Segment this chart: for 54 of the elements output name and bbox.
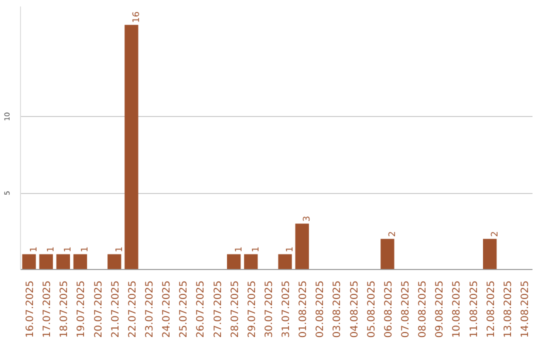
bar — [108, 254, 122, 270]
x-tick-label: 08.08.2025 — [418, 280, 429, 338]
data-label: 1 — [234, 246, 244, 252]
x-tick-label: 25.07.2025 — [178, 280, 190, 338]
x-tick-label: 10.08.2025 — [452, 280, 463, 338]
x-tick-label: 02.08.2025 — [315, 280, 326, 338]
bar — [278, 254, 292, 270]
data-label: 1 — [80, 246, 91, 252]
x-tick-label: 20.07.2025 — [93, 280, 104, 338]
bar — [56, 254, 70, 270]
x-tick-label: 23.07.2025 — [144, 280, 156, 338]
x-tick-label: 14.08.2025 — [520, 280, 531, 338]
data-label: 16 — [132, 11, 142, 23]
data-label: 1 — [286, 246, 296, 252]
x-tick-label: 30.07.2025 — [264, 280, 275, 338]
bar — [22, 254, 36, 270]
x-tick-label: 29.07.2025 — [246, 280, 258, 338]
x-tick-label: 13.08.2025 — [502, 280, 514, 338]
data-label: 1 — [46, 246, 57, 252]
x-tick-label: 31.07.2025 — [281, 280, 292, 338]
data-label: 1 — [64, 246, 74, 252]
data-label: 3 — [302, 216, 313, 222]
x-tick-label: 22.07.2025 — [127, 280, 138, 338]
x-tick-label: 11.08.2025 — [468, 280, 480, 338]
x-tick-label: 19.07.2025 — [76, 280, 88, 338]
x-tick-label: 24.07.2025 — [162, 280, 173, 338]
x-tick-label: 01.08.2025 — [298, 280, 310, 338]
x-tick-label: 16.07.2025 — [25, 280, 36, 338]
x-tick-label: 17.07.2025 — [42, 280, 54, 338]
bar — [380, 238, 394, 270]
x-tick-label: 27.07.2025 — [212, 280, 224, 338]
x-tick-label: 05.08.2025 — [366, 280, 378, 338]
bar — [483, 238, 497, 270]
data-label: 1 — [251, 246, 262, 252]
x-tick-label: 21.07.2025 — [110, 280, 122, 338]
bar — [39, 254, 53, 270]
x-tick-label: 26.07.2025 — [196, 280, 207, 338]
x-tick-label: 03.08.2025 — [332, 280, 344, 338]
x-tick-label: 18.07.2025 — [59, 280, 70, 338]
bar — [295, 224, 309, 270]
bar — [73, 254, 88, 270]
x-tick-label: 12.08.2025 — [486, 280, 497, 338]
data-label: 1 — [30, 246, 40, 252]
data-label: 2 — [388, 231, 398, 237]
data-label: 1 — [114, 246, 125, 252]
bar — [227, 254, 241, 270]
data-label: 2 — [490, 231, 500, 237]
x-tick-label: 04.08.2025 — [349, 280, 360, 338]
bar — [244, 254, 258, 270]
x-tick-label: 28.07.2025 — [230, 280, 241, 338]
x-tick-label: 06.08.2025 — [383, 280, 394, 338]
x-tick-label: 09.08.2025 — [434, 280, 446, 338]
bar — [124, 24, 138, 270]
x-tick-label: 07.08.2025 — [400, 280, 412, 338]
